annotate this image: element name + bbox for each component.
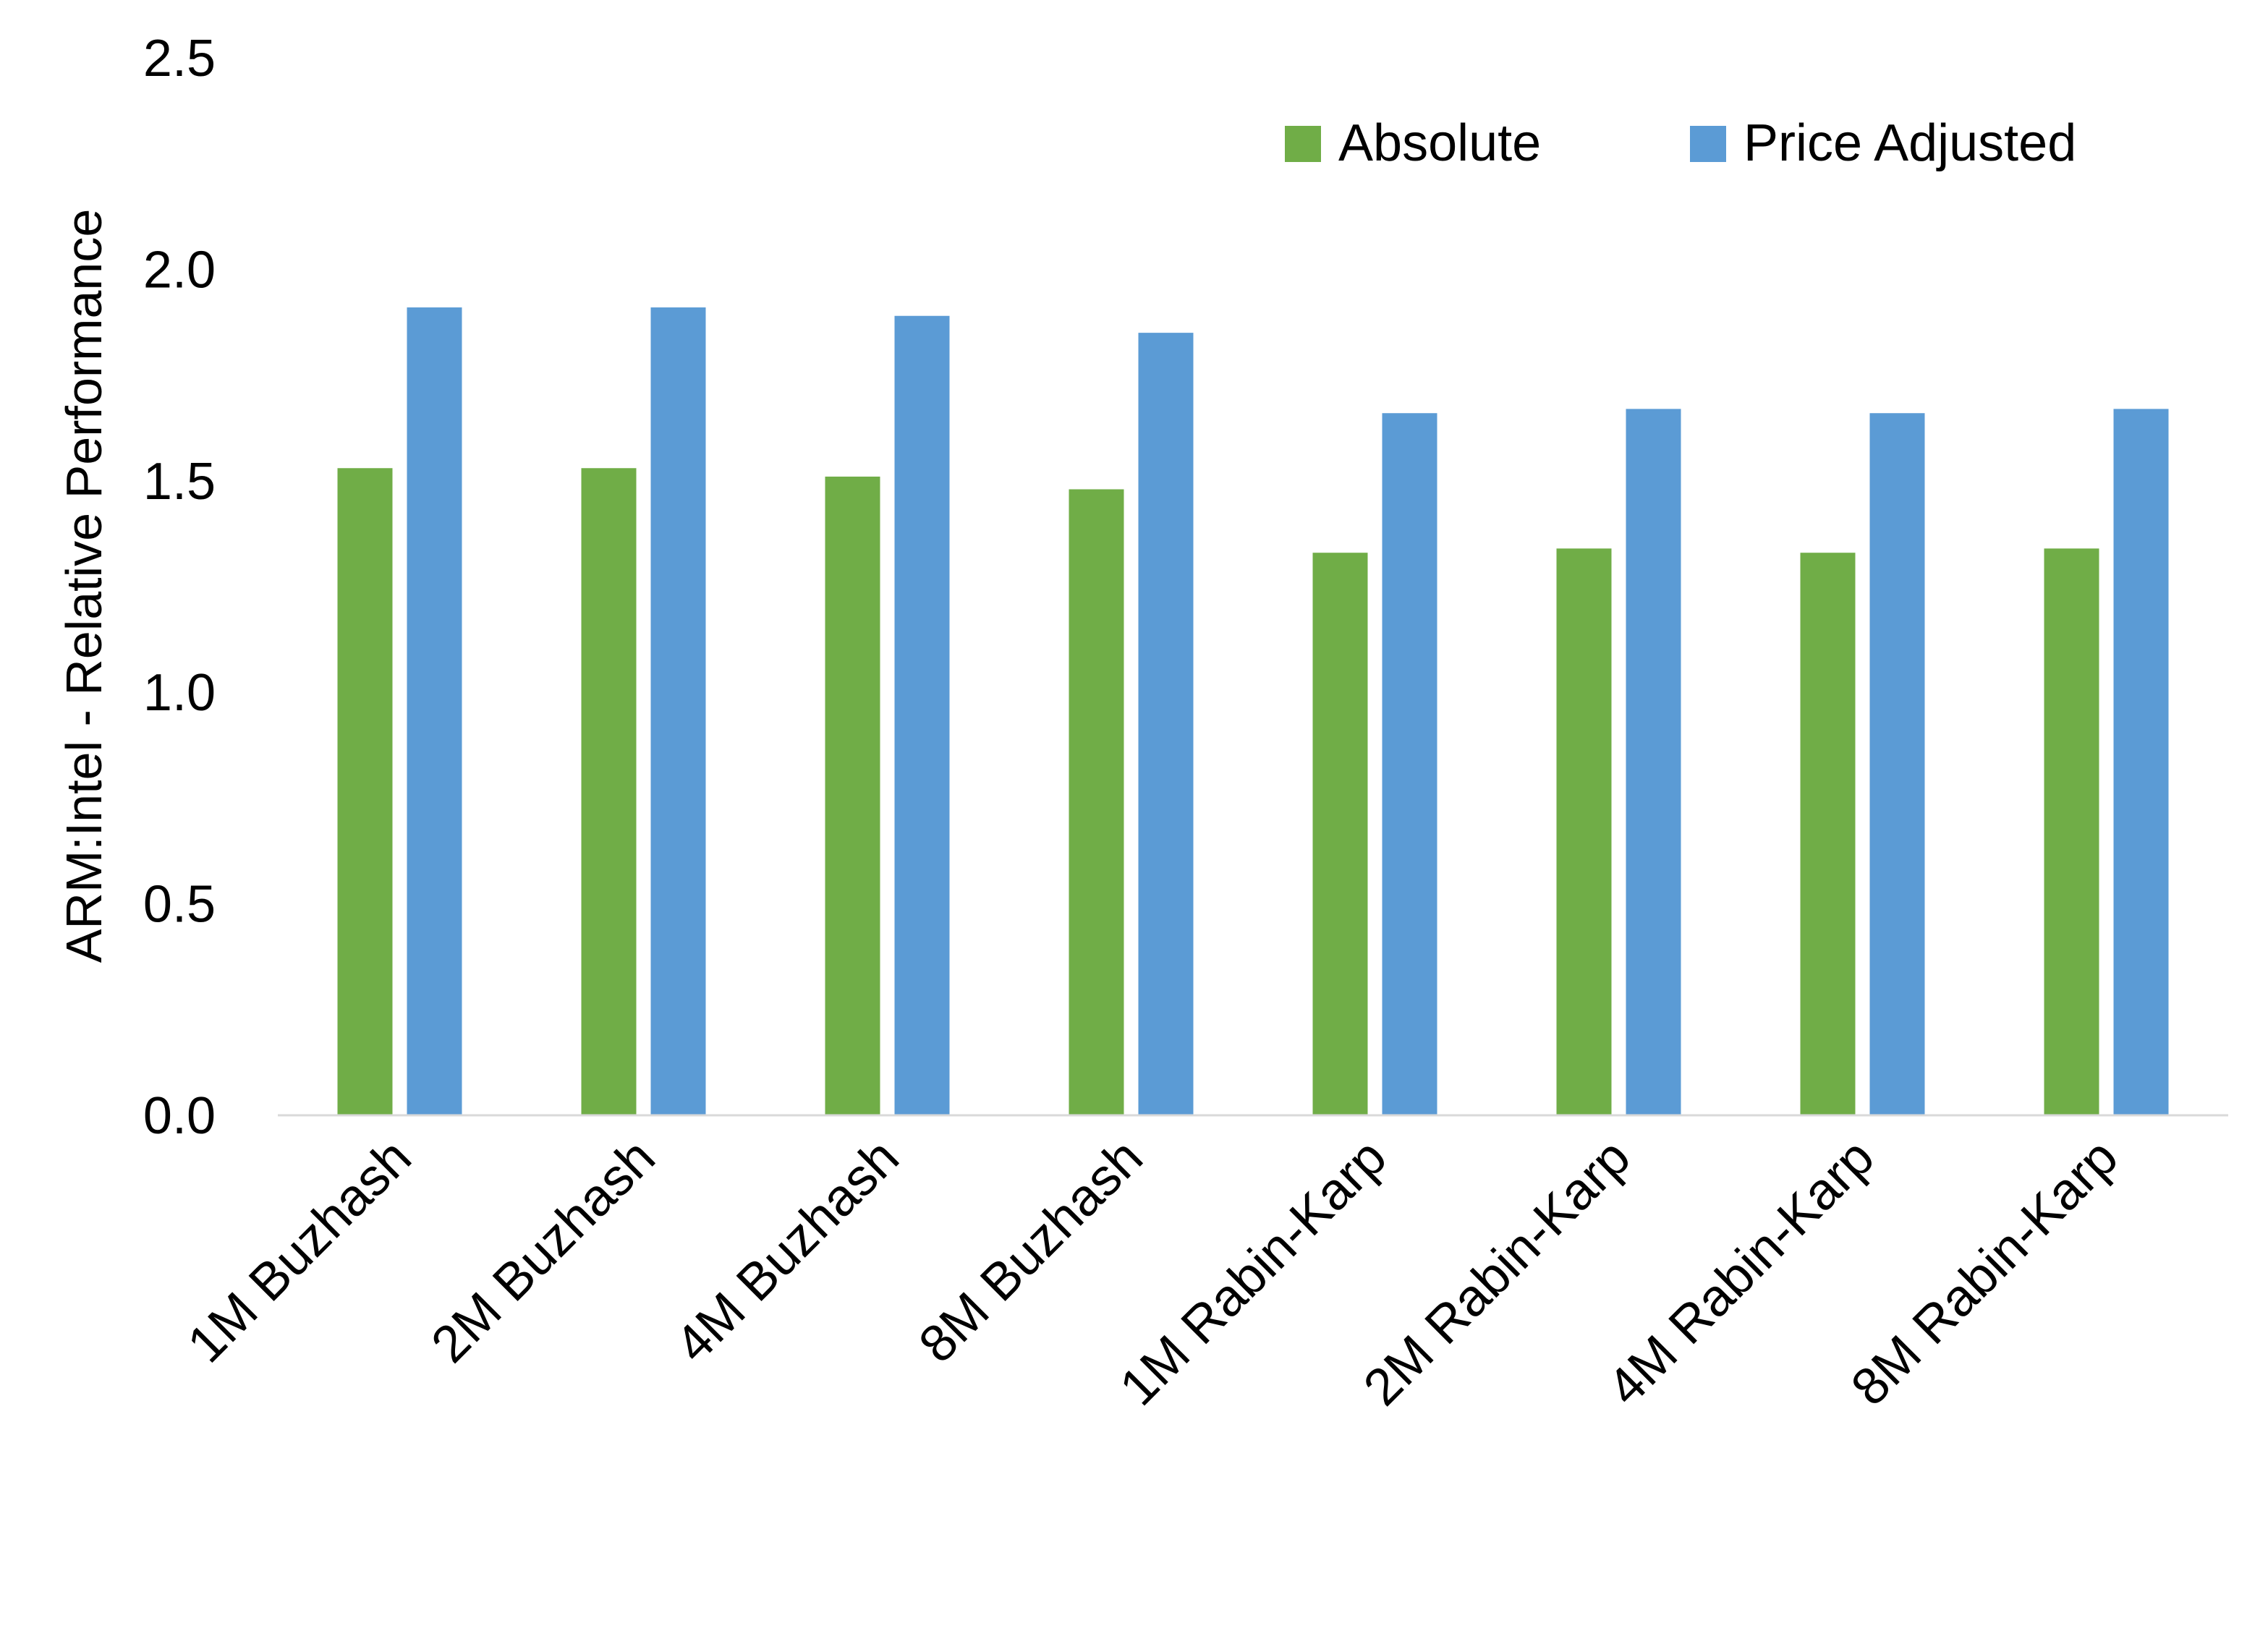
y-tick-label: 2.5 <box>143 30 216 88</box>
bar-price-adjusted-4 <box>1138 333 1194 1115</box>
bar-absolute-2 <box>581 468 637 1115</box>
y-tick-label: 1.5 <box>143 453 216 511</box>
legend: Absolute Price Adjusted <box>1285 114 2076 172</box>
bar-absolute-8 <box>2044 548 2099 1115</box>
y-tick-label: 0.5 <box>143 876 216 934</box>
legend-label: Price Adjusted <box>1744 114 2076 172</box>
bar-price-adjusted-6 <box>1626 409 1681 1115</box>
bar-absolute-3 <box>825 476 880 1115</box>
legend-swatch <box>1285 126 1321 162</box>
bar-price-adjusted-2 <box>650 307 706 1116</box>
bars <box>337 307 2169 1116</box>
bar-price-adjusted-3 <box>894 315 950 1115</box>
legend-label: Absolute <box>1338 114 1541 172</box>
x-tick-label: 4M Buzhash <box>664 1128 910 1374</box>
bar-absolute-1 <box>337 468 393 1115</box>
bar-price-adjusted-1 <box>407 307 462 1116</box>
bar-price-adjusted-8 <box>2113 409 2169 1115</box>
x-tick-label: 1M Buzhash <box>177 1128 422 1374</box>
bar-absolute-6 <box>1556 548 1612 1115</box>
bar-price-adjusted-5 <box>1382 413 1437 1115</box>
bar-absolute-4 <box>1069 489 1124 1115</box>
y-tick-labels: 0.0 0.5 1.0 1.5 2.0 2.5 <box>143 30 216 1145</box>
x-tick-label: 8M Rabin-Karp <box>1840 1128 2129 1417</box>
x-tick-label: 2M Buzhash <box>420 1128 666 1374</box>
x-tick-label: 8M Buzhash <box>908 1128 1154 1374</box>
y-axis-label: ARM:Intel - Relative Performance <box>56 209 112 963</box>
bar-absolute-7 <box>1800 553 1856 1115</box>
bar-price-adjusted-7 <box>1869 413 1925 1115</box>
legend-swatch <box>1690 126 1726 162</box>
y-tick-label: 0.0 <box>143 1087 216 1145</box>
y-tick-label: 2.0 <box>143 241 216 299</box>
bar-absolute-5 <box>1312 553 1368 1115</box>
y-tick-label: 1.0 <box>143 664 216 722</box>
